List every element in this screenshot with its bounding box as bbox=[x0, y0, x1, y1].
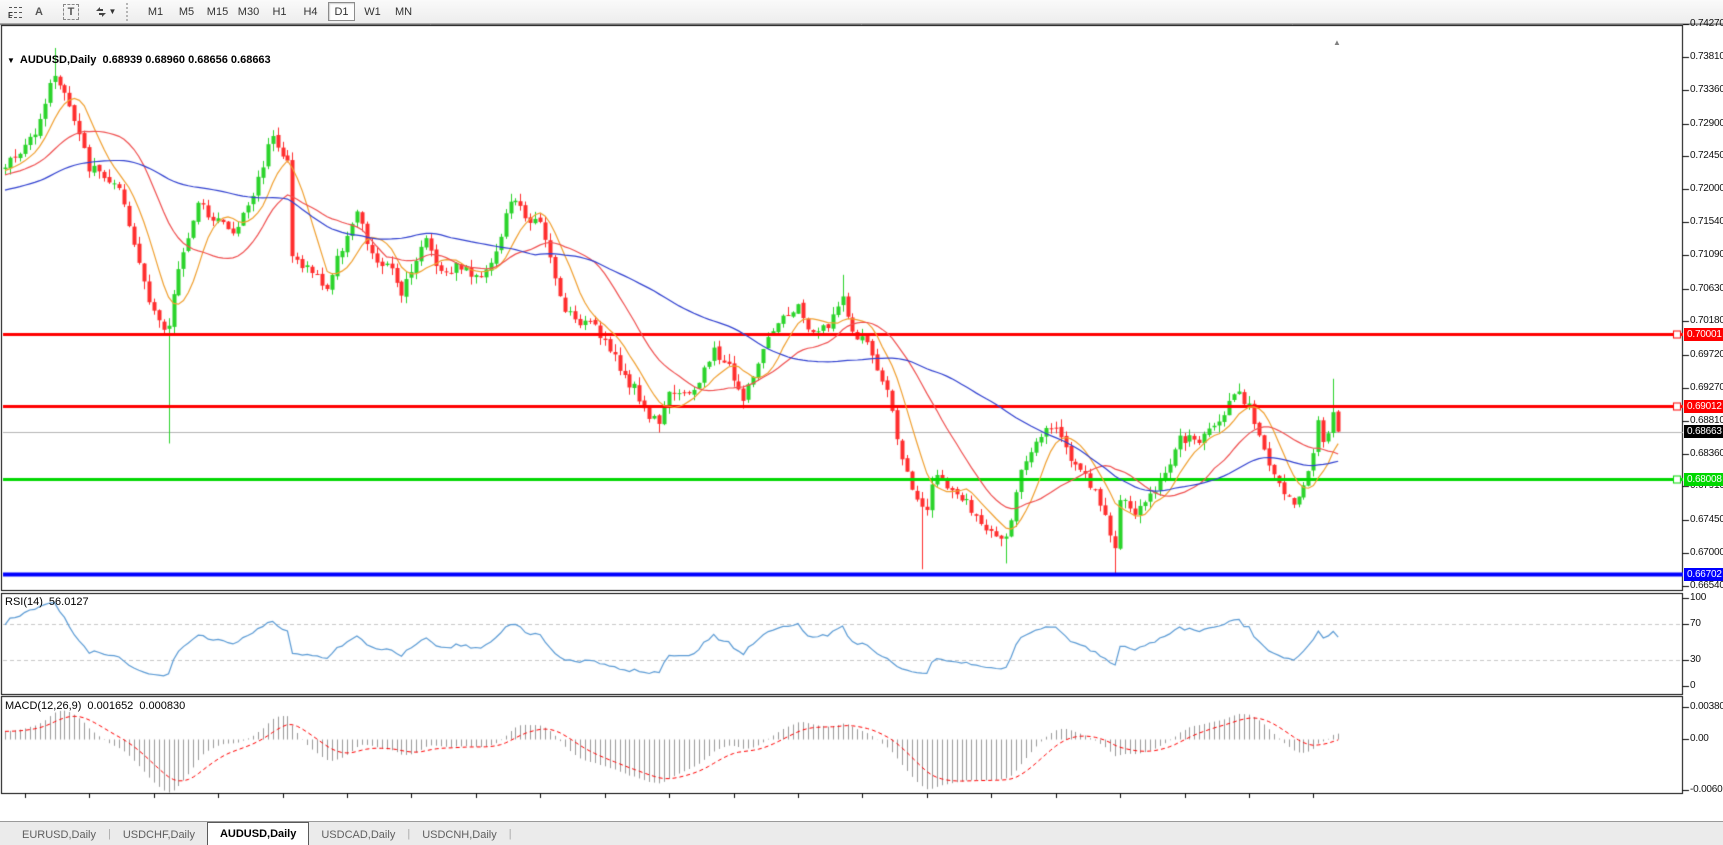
tab-audusd-daily[interactable]: AUDUSD,Daily bbox=[206, 822, 310, 845]
rsi-indicator-label: RSI(14) 56.0127 bbox=[5, 596, 89, 608]
macd-axis-tick: -0.00608 bbox=[1690, 784, 1723, 796]
arrows-tool-button[interactable]: ▼ bbox=[90, 2, 120, 22]
collapse-arrow-icon[interactable]: ▼ bbox=[7, 56, 15, 65]
price-axis-tick: 0.66540 bbox=[1690, 579, 1723, 591]
current-price-tag: 0.68663 bbox=[1684, 425, 1723, 439]
symbol-period-label: AUDUSD,Daily bbox=[19, 54, 97, 66]
period-button-mn[interactable]: MN bbox=[394, 5, 413, 18]
level-price-tag: 0.66702 bbox=[1684, 567, 1723, 581]
price-axis-tick: 0.72450 bbox=[1690, 150, 1723, 162]
period-button-m5[interactable]: M5 bbox=[178, 5, 195, 18]
period-button-m1[interactable]: M1 bbox=[147, 5, 164, 18]
price-axis-tick: 0.72000 bbox=[1690, 183, 1723, 195]
rsi-axis-tick: 0 bbox=[1690, 680, 1696, 691]
text-tool-button[interactable]: A bbox=[35, 5, 43, 18]
tab-usdchf-daily[interactable]: USDCHF,Daily bbox=[122, 829, 195, 841]
price-axis-tick: 0.70180 bbox=[1690, 315, 1723, 327]
price-axis-tick: 0.67000 bbox=[1690, 546, 1723, 558]
price-axis-tick: 0.73360 bbox=[1690, 84, 1723, 96]
top-toolbar: F A T ▼ M1 M5 M15 M30 H1 H4 D1 W1 MN bbox=[0, 0, 1723, 24]
price-axis-tick: 0.73810 bbox=[1690, 51, 1723, 63]
period-button-h1[interactable]: H1 bbox=[272, 5, 287, 18]
price-axis-tick: 0.68810 bbox=[1690, 414, 1723, 426]
price-axis-tick: 0.69270 bbox=[1690, 381, 1723, 393]
tab-separator: | bbox=[407, 827, 411, 840]
tab-usdcad-daily[interactable]: USDCAD,Daily bbox=[321, 829, 396, 841]
macd-axis-tick: 0.00 bbox=[1690, 733, 1709, 744]
chart-shift-marker: ▲ bbox=[1333, 38, 1341, 47]
price-axis-tick: 0.69720 bbox=[1690, 348, 1723, 360]
level-price-tag: 0.69012 bbox=[1684, 399, 1723, 413]
tab-separator: | bbox=[107, 827, 111, 840]
toolbar-grip[interactable] bbox=[126, 2, 135, 21]
price-axis-tick: 0.71090 bbox=[1690, 249, 1723, 261]
price-axis-tick: 0.72900 bbox=[1690, 117, 1723, 129]
period-button-d1[interactable]: D1 bbox=[328, 2, 355, 21]
price-chart-canvas[interactable] bbox=[0, 24, 1723, 821]
rsi-axis-tick: 100 bbox=[1690, 592, 1707, 603]
price-axis-tick: 0.74270 bbox=[1690, 18, 1723, 29]
tab-eurusd-daily[interactable]: EURUSD,Daily bbox=[22, 829, 96, 841]
macd-indicator-label: MACD(12,26,9) 0.001652 0.000830 bbox=[5, 700, 186, 712]
price-axis-tick: 0.68360 bbox=[1690, 447, 1723, 459]
period-button-m15[interactable]: M15 bbox=[206, 5, 229, 18]
rsi-axis-tick: 70 bbox=[1690, 618, 1701, 630]
tab-separator: | bbox=[508, 827, 512, 840]
fibonacci-tool-icon[interactable]: F bbox=[4, 2, 26, 22]
price-axis-tick: 0.70630 bbox=[1690, 282, 1723, 294]
arrows-icon bbox=[95, 6, 106, 17]
period-button-w1[interactable]: W1 bbox=[364, 5, 381, 18]
dropdown-caret-icon[interactable]: ▼ bbox=[108, 7, 117, 16]
rsi-axis-tick: 30 bbox=[1690, 653, 1701, 665]
period-button-h4[interactable]: H4 bbox=[303, 5, 318, 18]
price-axis-tick: 0.71540 bbox=[1690, 216, 1723, 228]
price-axis-tick: 0.67450 bbox=[1690, 513, 1723, 525]
period-button-m30[interactable]: M30 bbox=[237, 5, 260, 18]
tab-usdcnh-daily[interactable]: USDCNH,Daily bbox=[422, 829, 497, 841]
chart-tab-bar: EURUSD,Daily | USDCHF,Daily AUDUSD,Daily… bbox=[0, 821, 1723, 845]
chart-title: ▼ AUDUSD,Daily 0.68939 0.68960 0.68656 0.… bbox=[7, 54, 271, 66]
price-axis-tick: 0.67910 bbox=[1690, 480, 1723, 492]
macd-axis-tick: 0.003804 bbox=[1690, 701, 1723, 713]
chart-area: ▼ AUDUSD,Daily 0.68939 0.68960 0.68656 0.… bbox=[0, 18, 1723, 834]
level-price-tag: 0.70001 bbox=[1684, 327, 1723, 341]
ohlc-values: 0.68939 0.68960 0.68656 0.68663 bbox=[102, 54, 271, 66]
level-price-tag: 0.68008 bbox=[1684, 472, 1723, 486]
text-label-tool-button[interactable]: T bbox=[60, 2, 82, 22]
